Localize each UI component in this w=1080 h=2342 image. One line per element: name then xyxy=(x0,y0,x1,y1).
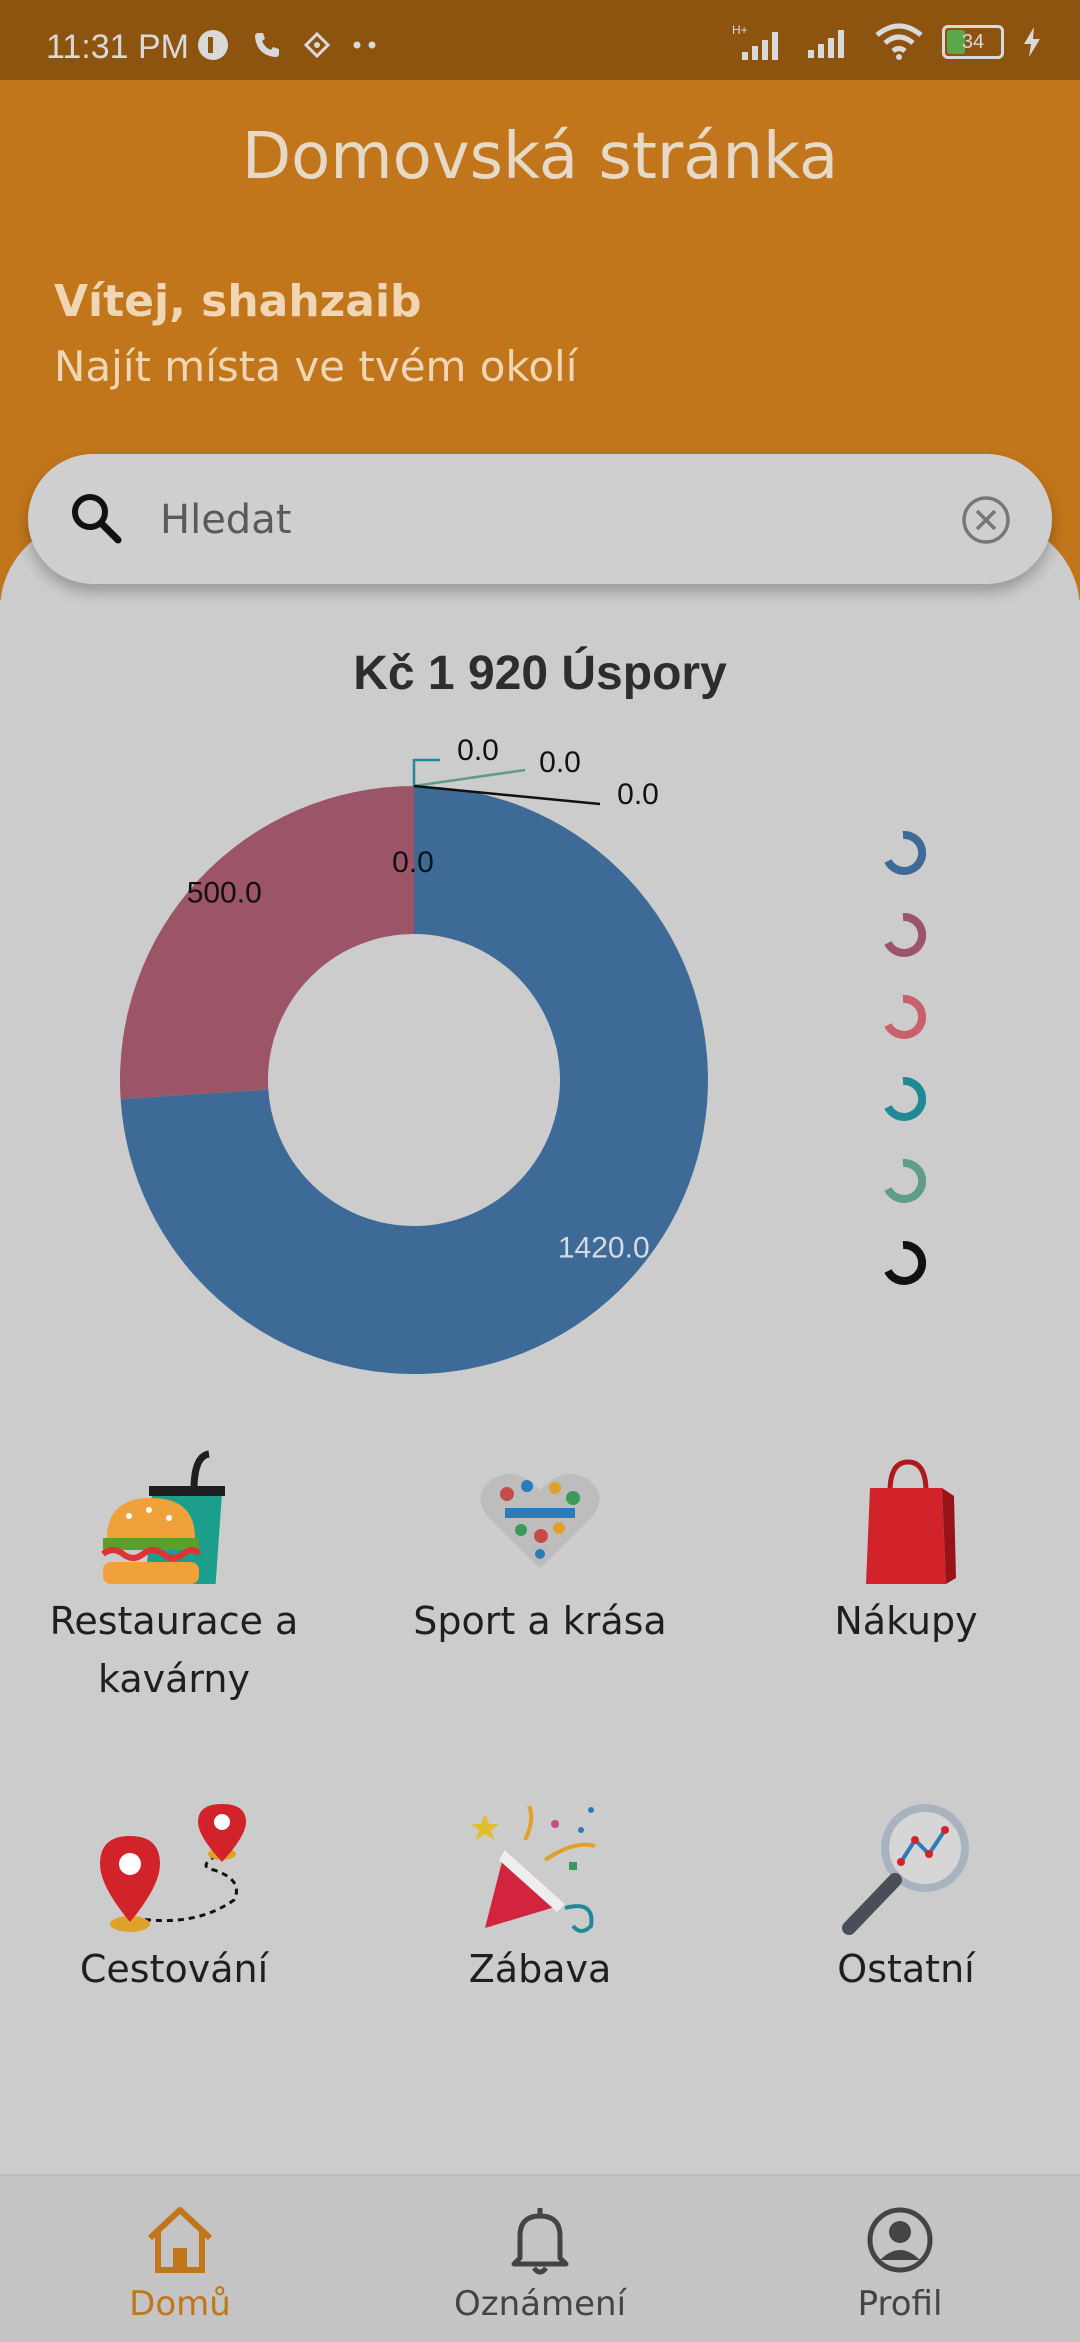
profile-icon xyxy=(867,2207,933,2273)
data-label: 0.0 xyxy=(457,734,499,767)
category-shopping[interactable]: Nákupy xyxy=(736,1450,1076,1650)
signal-hplus-icon: H+ xyxy=(732,23,778,60)
data-label: 0.0 xyxy=(617,778,659,811)
category-label: Nákupy xyxy=(834,1599,978,1643)
donut-slice[interactable] xyxy=(120,786,709,1374)
wifi-icon xyxy=(875,23,923,60)
signal-icon xyxy=(808,30,844,58)
search-icon[interactable] xyxy=(66,488,126,548)
data-label: 1420.0 xyxy=(558,1232,650,1265)
legend-item[interactable] xyxy=(880,912,926,958)
charging-icon xyxy=(1024,27,1040,57)
bell-icon xyxy=(511,2208,569,2275)
data-label: 0.0 xyxy=(539,746,581,779)
savings-donut-chart: 1420.0 500.0 0.0 0.0 0.0 0.0 xyxy=(120,734,709,1374)
leader-line xyxy=(412,758,440,786)
heart-lifestyle-icon xyxy=(480,1473,600,1568)
nav-profile-label: Profil xyxy=(857,2284,943,2324)
page-title: Domovská stránka xyxy=(241,120,839,194)
nav-home[interactable]: Domů xyxy=(0,2176,360,2342)
category-travel[interactable]: Cestování xyxy=(4,1800,344,1998)
search-input[interactable] xyxy=(158,484,962,556)
leader-line xyxy=(413,784,601,806)
home-icon xyxy=(147,2207,213,2273)
legend-item[interactable] xyxy=(880,994,926,1040)
clear-icon[interactable] xyxy=(960,494,1012,546)
legend-item[interactable] xyxy=(880,1240,926,1286)
leader-line xyxy=(413,768,526,788)
search-bar[interactable] xyxy=(28,454,1052,584)
bottom-nav: Domů Oznámení Profil xyxy=(0,2174,1080,2342)
status-bar: 11:31 PM H+ 34 xyxy=(0,0,1080,80)
category-entertainment[interactable]: Zábava xyxy=(370,1800,710,1998)
chart-title: Kč 1 920 Úspory xyxy=(353,647,727,700)
category-label: Zábava xyxy=(468,1947,612,1991)
category-restaurants[interactable]: Restaurace a kavárny xyxy=(4,1450,344,1708)
category-label: Cestování xyxy=(79,1947,269,1991)
magnifier-chart-icon xyxy=(842,1804,969,1935)
legend-item[interactable] xyxy=(880,830,926,876)
data-label: 500.0 xyxy=(187,876,262,909)
nav-profile[interactable]: Profil xyxy=(720,2176,1080,2342)
category-label: Restaurace a kavárny xyxy=(49,1599,299,1701)
map-pins-route-icon xyxy=(100,1804,246,1932)
nav-home-label: Domů xyxy=(129,2284,231,2324)
category-label: Ostatní xyxy=(837,1947,975,1991)
legend-item[interactable] xyxy=(880,1158,926,1204)
subtitle-text: Najít místa ve tvém okolí xyxy=(54,342,578,391)
category-label: Sport a krása xyxy=(413,1599,667,1643)
category-sport-beauty[interactable]: Sport a krása xyxy=(370,1450,710,1650)
shopping-bag-icon xyxy=(866,1459,956,1584)
legend-item[interactable] xyxy=(880,1076,926,1122)
phone-icon xyxy=(255,33,279,57)
status-time: 11:31 PM xyxy=(46,28,190,66)
nav-notifications[interactable]: Oznámení xyxy=(360,2176,720,2342)
sync-icon xyxy=(304,32,330,58)
svg-text:H+: H+ xyxy=(732,23,748,37)
category-other[interactable]: Ostatní xyxy=(736,1800,1076,1998)
data-label: 0.0 xyxy=(392,846,434,879)
app-notification-icon xyxy=(198,30,228,60)
battery-indicator: 34 xyxy=(942,25,1004,59)
party-popper-icon xyxy=(471,1805,596,1933)
welcome-text: Vítej, shahzaib xyxy=(54,276,422,327)
more-dots-icon xyxy=(353,41,376,49)
donut-slice[interactable] xyxy=(120,786,414,1100)
nav-notifications-label: Oznámení xyxy=(453,2284,627,2324)
burger-drink-icon xyxy=(101,1450,225,1584)
